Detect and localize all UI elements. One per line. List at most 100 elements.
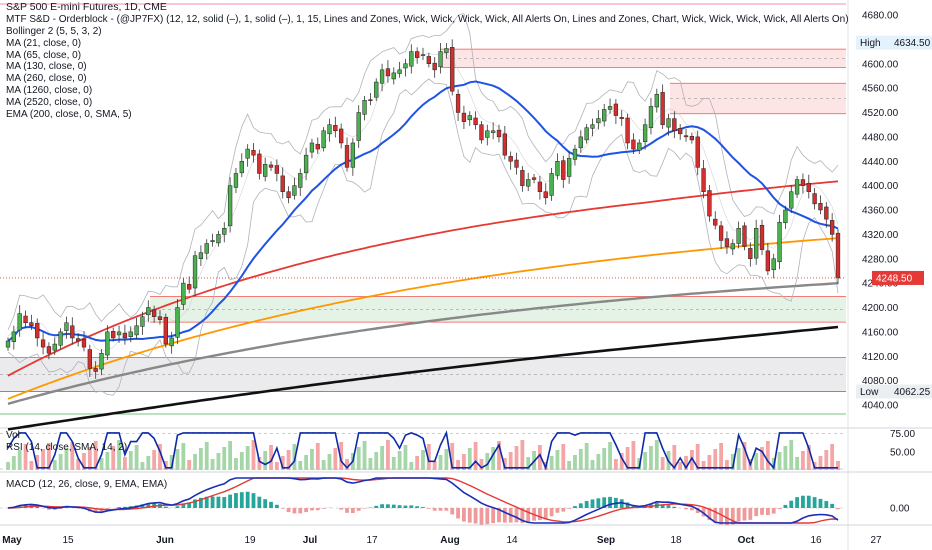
macd-histogram-bar bbox=[713, 508, 718, 523]
volume-bar bbox=[204, 442, 209, 470]
candle-body bbox=[654, 93, 659, 108]
macd-histogram-bar bbox=[748, 508, 753, 520]
macd-histogram-bar bbox=[497, 508, 501, 523]
macd-histogram-bar bbox=[549, 508, 554, 517]
macd-histogram-bar bbox=[771, 508, 776, 514]
macd-histogram-bar bbox=[310, 508, 314, 511]
ma21-line bbox=[7, 80, 839, 342]
volume-bar bbox=[725, 460, 729, 470]
candle-body bbox=[105, 331, 110, 356]
volume-bar bbox=[836, 461, 840, 470]
x-tick-label: Oct bbox=[738, 535, 755, 546]
candle-body bbox=[678, 128, 683, 135]
volume-bar bbox=[701, 461, 706, 470]
indicator-ma260[interactable]: MA (260, close, 0) bbox=[6, 73, 87, 85]
x-tick-label: May bbox=[2, 535, 22, 546]
candle-body bbox=[748, 248, 753, 259]
macd-histogram-bar bbox=[502, 508, 507, 523]
indicator-ma130[interactable]: MA (130, close, 0) bbox=[6, 61, 87, 73]
volume-bar bbox=[269, 445, 273, 470]
y-tick-label: 4600.00 bbox=[862, 59, 899, 70]
candle-body bbox=[631, 139, 636, 150]
candle-body bbox=[742, 225, 747, 247]
indicator-bollinger[interactable]: Bollinger 2 (5, 5, 3, 2) bbox=[6, 25, 102, 37]
macd-histogram-bar bbox=[432, 508, 437, 511]
candle-body bbox=[315, 143, 320, 150]
candle-body bbox=[333, 125, 338, 132]
volume-rsi-pane: 50.00 75.00 bbox=[0, 429, 915, 471]
macd-histogram-bar bbox=[415, 506, 420, 508]
volume-bar bbox=[783, 446, 788, 470]
indicator-ma2520[interactable]: MA (2520, close, 0) bbox=[6, 97, 93, 109]
candle-body bbox=[596, 118, 601, 124]
candle-body bbox=[309, 142, 315, 153]
volume-bar bbox=[730, 454, 735, 470]
high-badge: High 4634.50 bbox=[856, 35, 932, 50]
volume-bar bbox=[789, 440, 794, 470]
candle-body bbox=[754, 228, 759, 259]
y-tick-label: 4440.00 bbox=[862, 157, 899, 168]
candle-body bbox=[192, 255, 198, 289]
volume-bar bbox=[263, 451, 268, 470]
volume-bar bbox=[158, 444, 162, 470]
macd-histogram-bar bbox=[684, 508, 688, 510]
macd-histogram-bar bbox=[245, 491, 250, 508]
volume-bar bbox=[47, 443, 51, 470]
candle-body bbox=[23, 315, 28, 323]
indicator-mtf-orderblock[interactable]: MTF S&D - Orderblock - (@JP7FX) (12, 12,… bbox=[6, 13, 849, 25]
volume-bar bbox=[555, 450, 560, 470]
macd-histogram-bar bbox=[596, 498, 601, 508]
macd-histogram-bar bbox=[730, 508, 735, 525]
volume-bar bbox=[82, 453, 86, 470]
macd-histogram-bar bbox=[380, 504, 384, 508]
volume-bar bbox=[310, 449, 314, 470]
candle-body bbox=[420, 54, 426, 56]
volume-bar bbox=[613, 459, 618, 470]
x-tick-label: 19 bbox=[244, 535, 256, 546]
candle-body bbox=[111, 331, 116, 339]
macd-histogram-bar bbox=[538, 508, 542, 521]
volume-bar bbox=[526, 457, 531, 470]
volume-bar bbox=[438, 455, 443, 470]
volume-bar bbox=[333, 448, 338, 470]
candle-body bbox=[619, 117, 624, 119]
candle-body bbox=[268, 164, 274, 168]
indicator-ema200[interactable]: EMA (200, close, 0, SMA, 5) bbox=[6, 109, 132, 121]
volume-bar bbox=[631, 441, 636, 470]
macd-histogram-bar bbox=[806, 495, 811, 508]
macd-histogram-bar bbox=[105, 508, 110, 510]
y-tick-label: 4080.00 bbox=[862, 376, 899, 387]
candle-body bbox=[438, 51, 443, 68]
volume-bar bbox=[654, 440, 659, 470]
volume-title: Vol bbox=[6, 430, 20, 441]
candle-body bbox=[29, 322, 34, 327]
macd-histogram-bar bbox=[345, 508, 349, 513]
macd-histogram-bar bbox=[777, 508, 782, 510]
volume-bar bbox=[397, 451, 402, 470]
candle-body bbox=[835, 232, 841, 279]
volume-bar bbox=[23, 444, 28, 470]
macd-histogram-bar bbox=[356, 508, 361, 511]
x-tick-label: Jun bbox=[156, 535, 174, 546]
macd-pane: 0.00 bbox=[0, 477, 910, 526]
candle-body bbox=[794, 179, 800, 195]
volume-bar bbox=[806, 445, 811, 470]
indicator-ma1260[interactable]: MA (1260, close, 0) bbox=[6, 85, 93, 97]
volume-bar bbox=[181, 443, 186, 470]
indicator-ma65[interactable]: MA (65, close, 0) bbox=[6, 49, 82, 61]
volume-bar bbox=[187, 460, 192, 470]
y-tick-label: 4680.00 bbox=[862, 11, 899, 22]
candle-body bbox=[537, 181, 543, 192]
macd-histogram-bar bbox=[239, 492, 244, 508]
volume-bar bbox=[479, 459, 484, 470]
volume-bar bbox=[818, 456, 823, 470]
macd-histogram-bar bbox=[462, 508, 466, 522]
macd-histogram-bar bbox=[543, 508, 548, 520]
candle-body bbox=[70, 325, 75, 339]
macd-histogram-bar bbox=[824, 501, 829, 508]
y-tick-label: 4400.00 bbox=[862, 181, 899, 192]
svg-text:4062.25: 4062.25 bbox=[894, 387, 931, 398]
macd-histogram-bar bbox=[6, 508, 10, 509]
indicator-ma21[interactable]: MA (21, close, 0) bbox=[6, 37, 82, 49]
rsi-tick-label: 50.00 bbox=[890, 447, 915, 458]
